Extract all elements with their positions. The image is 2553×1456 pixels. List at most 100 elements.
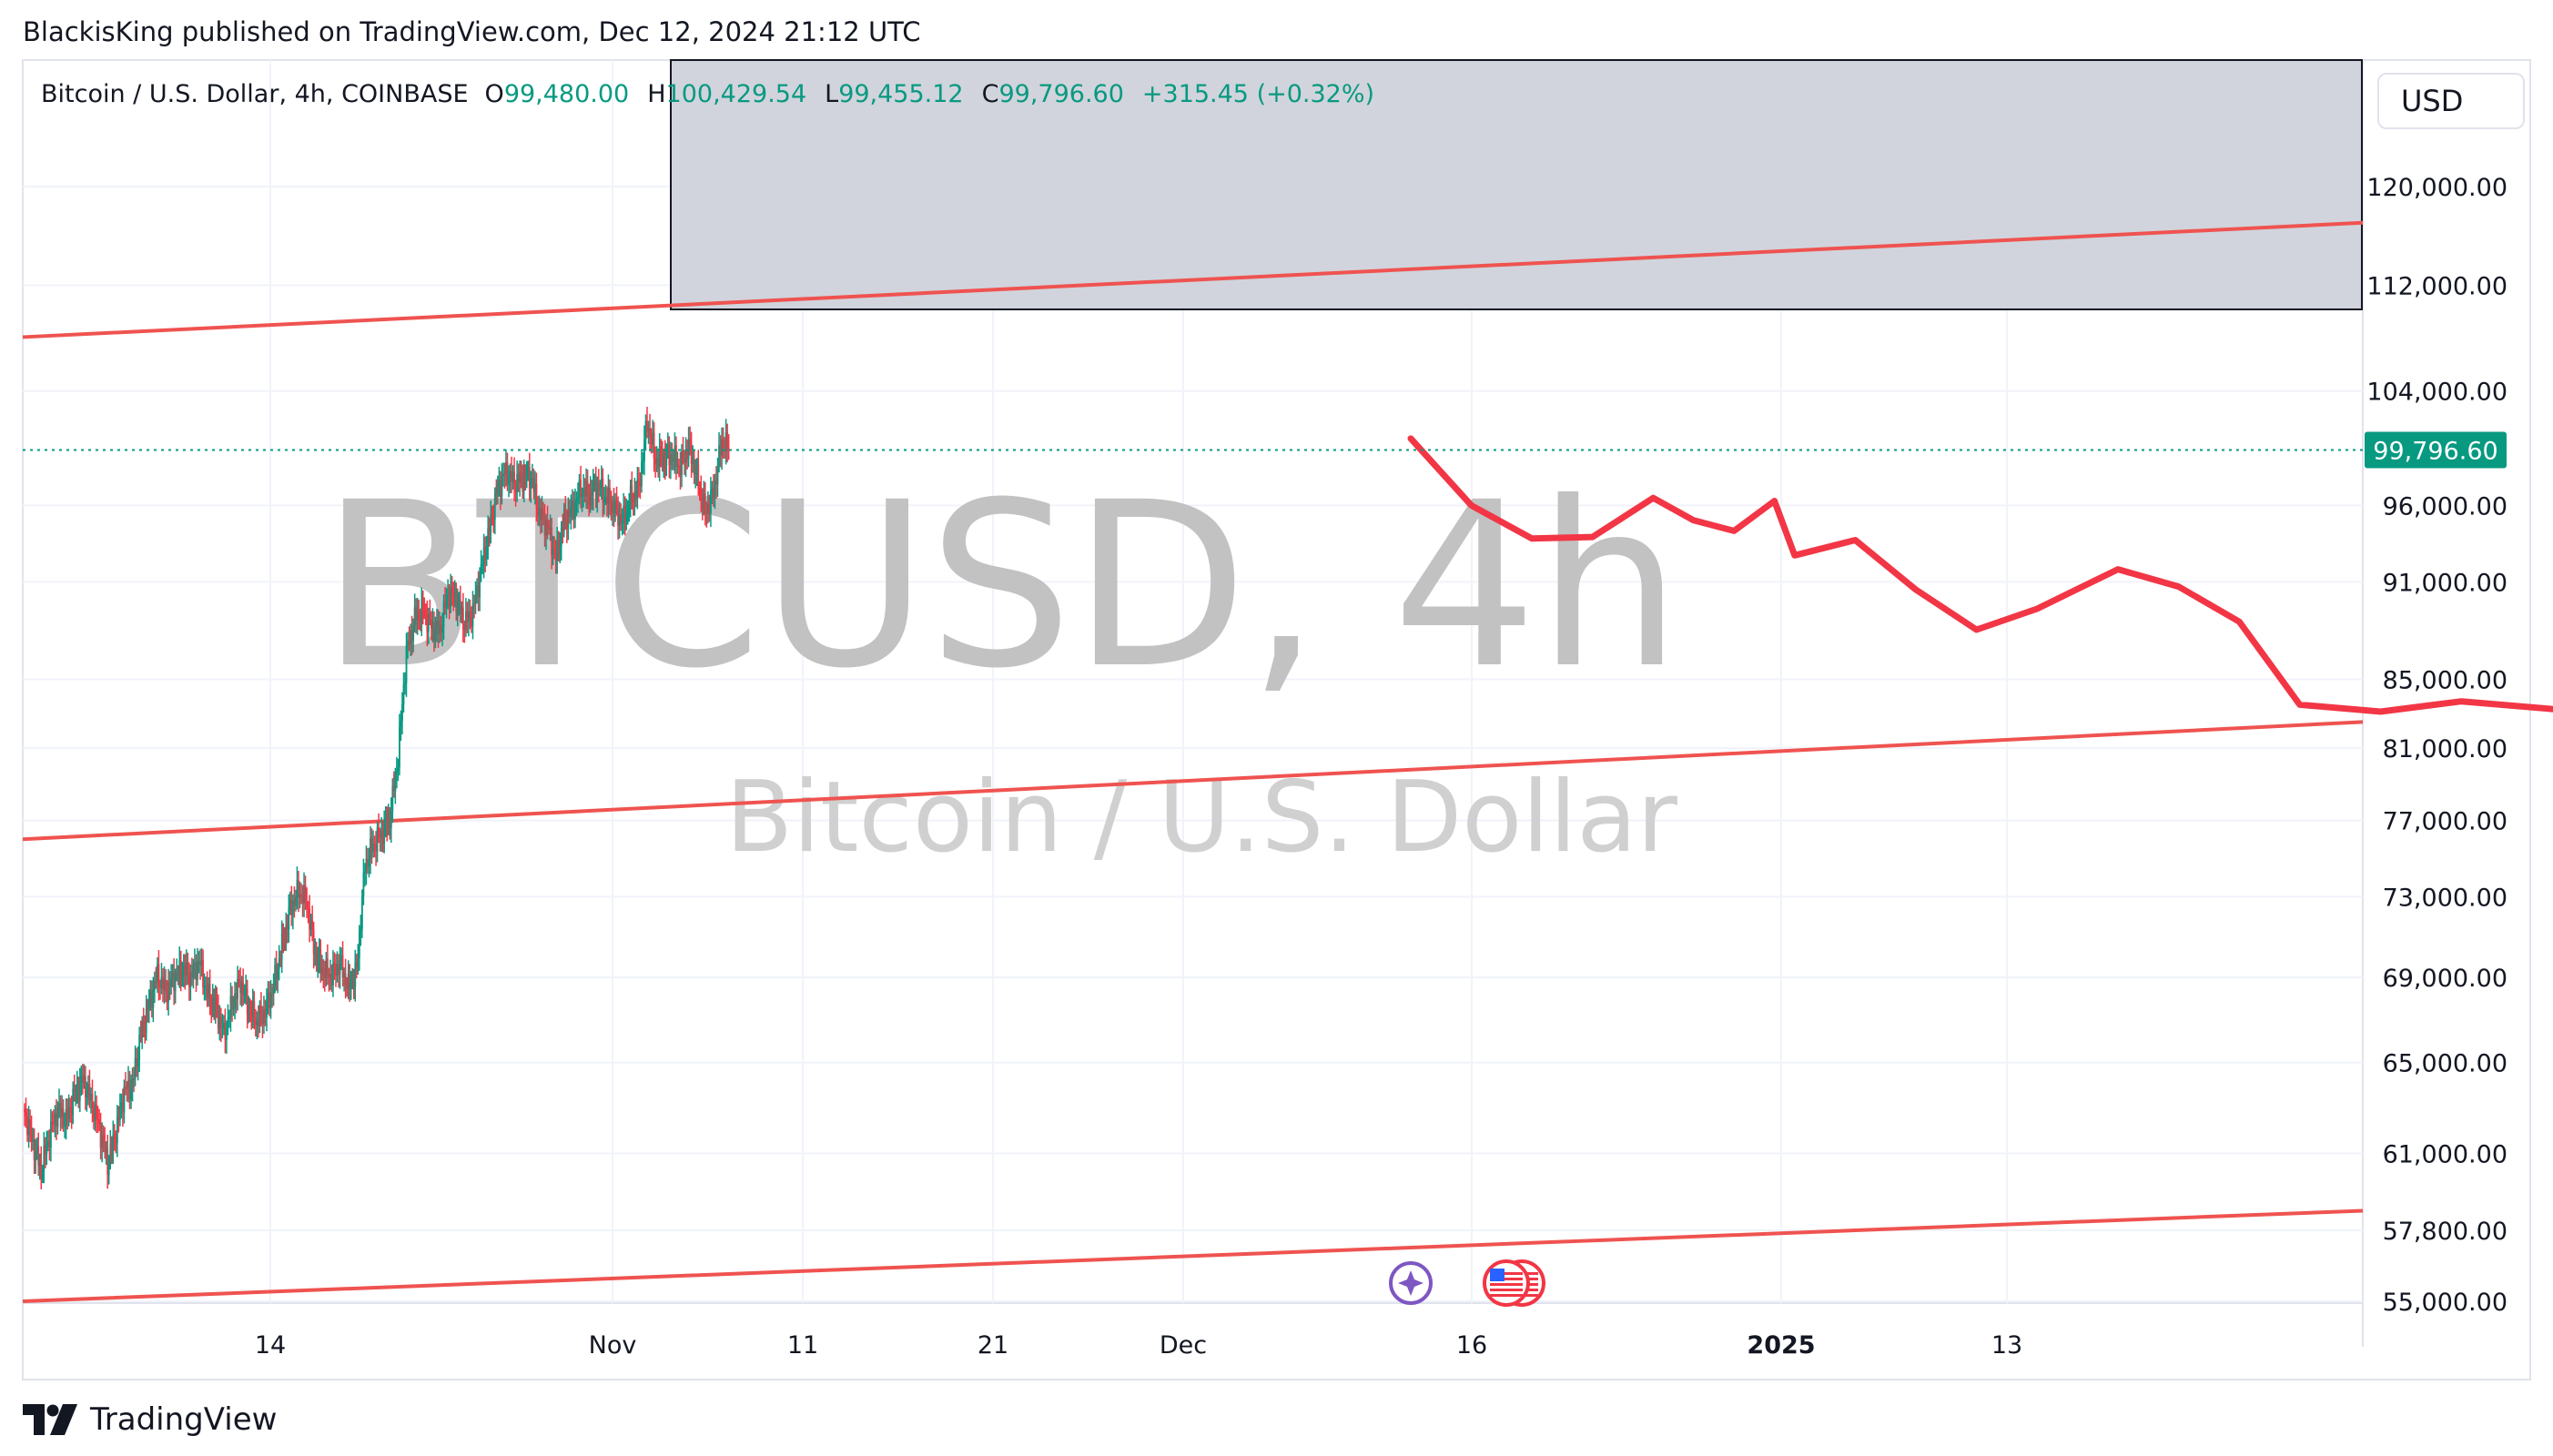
candle <box>199 948 201 980</box>
candle <box>81 1064 84 1095</box>
candle <box>551 518 553 570</box>
candle <box>237 966 238 1011</box>
tradingview-logo[interactable]: TradingView <box>23 1397 277 1442</box>
candle <box>610 490 613 521</box>
currency-button[interactable]: USD <box>2377 73 2525 129</box>
close-value: 99,796.60 <box>998 80 1124 108</box>
candle <box>205 976 208 1001</box>
candle <box>128 1070 131 1109</box>
candle <box>64 1112 66 1138</box>
watermark-symbol: BTCUSD, 4h <box>321 453 1682 718</box>
candle <box>397 758 400 782</box>
candle <box>490 500 492 544</box>
candle <box>357 944 360 976</box>
candle <box>304 875 307 910</box>
sparkle-event-icon[interactable] <box>1389 1261 1433 1305</box>
candle <box>375 831 377 866</box>
candle <box>347 960 350 1000</box>
candle <box>541 496 543 533</box>
candle <box>451 576 453 606</box>
rectangle-shape[interactable] <box>670 59 2363 310</box>
rectangle-drawing[interactable] <box>670 59 2363 310</box>
candle <box>116 1105 118 1158</box>
candle <box>459 585 461 623</box>
candle <box>257 1005 259 1038</box>
candle <box>222 1015 225 1036</box>
candle <box>267 980 269 1015</box>
candle <box>613 487 615 528</box>
time-axis[interactable]: 14 Nov 11 21 Dec 16 2025 13 <box>255 1331 2022 1360</box>
candle <box>296 866 299 910</box>
candle <box>522 464 524 500</box>
candle <box>338 954 339 988</box>
candle <box>96 1106 99 1134</box>
candle <box>535 472 538 522</box>
candle <box>54 1105 56 1138</box>
time-tick-label: 13 <box>1991 1331 2022 1360</box>
channel-lines[interactable] <box>22 220 2364 1303</box>
price-tick-label: 120,000.00 <box>2366 174 2507 202</box>
candle <box>391 778 394 824</box>
candle <box>96 1095 97 1133</box>
symbol-description[interactable]: Bitcoin / U.S. Dollar, 4h, COINBASE <box>41 80 469 108</box>
candle <box>436 608 438 642</box>
candle <box>484 536 487 572</box>
candle <box>706 490 709 524</box>
candle <box>572 489 573 521</box>
price-axis[interactable]: 120,000.00 112,000.00 104,000.00 96,000.00 9… <box>2365 174 2507 1317</box>
candle <box>604 484 607 506</box>
candle <box>91 1079 94 1123</box>
candle <box>51 1111 54 1133</box>
price-tick-label: 69,000.00 <box>2383 965 2507 993</box>
candle <box>560 521 562 561</box>
open-key: O <box>484 80 504 108</box>
channel-line[interactable] <box>22 1208 2364 1303</box>
candle <box>256 1011 258 1040</box>
low-key: L <box>825 80 839 108</box>
candle <box>138 1026 141 1073</box>
time-tick-label: 2025 <box>1747 1331 1815 1360</box>
time-tick-label: 16 <box>1456 1331 1487 1360</box>
candle <box>274 957 277 994</box>
candle <box>499 470 501 511</box>
candle <box>87 1075 89 1106</box>
price-tick-label: 57,800.00 <box>2383 1218 2507 1246</box>
candle <box>609 479 611 516</box>
candle <box>251 988 254 1028</box>
candle <box>184 954 187 990</box>
candle <box>424 603 427 626</box>
candle <box>106 1134 109 1189</box>
candle <box>626 500 629 525</box>
candle <box>290 885 293 926</box>
candle <box>577 482 579 513</box>
candle-series <box>24 406 730 1190</box>
candle <box>726 423 729 462</box>
candle <box>349 964 351 1002</box>
price-tick-label: 104,000.00 <box>2366 379 2507 407</box>
candle <box>420 587 423 637</box>
candle <box>410 615 413 656</box>
candle <box>710 477 712 528</box>
candle <box>32 1127 35 1151</box>
candle <box>562 502 565 538</box>
candle <box>329 959 331 990</box>
candle <box>78 1067 81 1113</box>
channel-line[interactable] <box>22 220 2364 339</box>
candle <box>583 474 584 508</box>
us-flag-event-icon[interactable] <box>1483 1259 1530 1307</box>
candle <box>72 1081 75 1125</box>
candle <box>442 594 445 640</box>
candle <box>365 845 368 885</box>
candle <box>245 975 248 1005</box>
event-markers[interactable] <box>1389 1259 1545 1307</box>
drawn-forecast-path[interactable] <box>1407 435 2553 715</box>
candle <box>493 487 496 535</box>
candle <box>485 535 488 567</box>
candle <box>162 967 164 1003</box>
forecast-stroke[interactable] <box>1407 435 2553 715</box>
candle <box>675 436 677 480</box>
channel-line[interactable] <box>22 720 2364 842</box>
candle <box>275 950 278 991</box>
candle <box>491 505 493 526</box>
